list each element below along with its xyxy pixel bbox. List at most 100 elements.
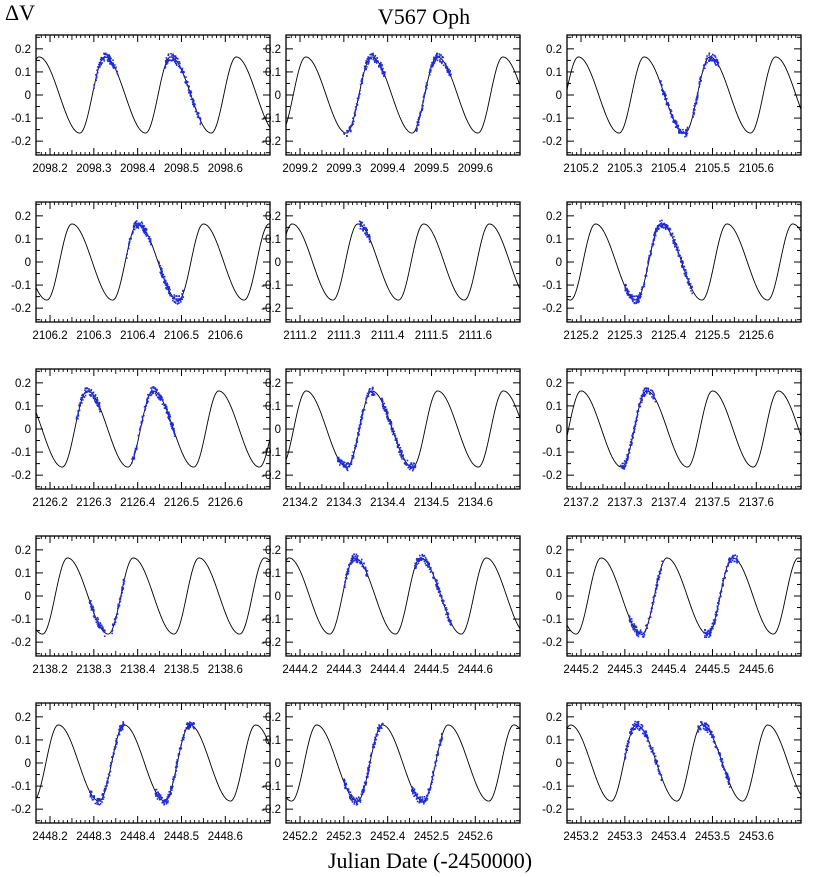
observation-point <box>430 566 432 569</box>
observation-point <box>93 616 96 619</box>
observation-point <box>390 421 392 423</box>
observation-point <box>435 58 437 60</box>
observation-point <box>407 466 410 469</box>
observation-point <box>78 409 81 412</box>
observation-point <box>343 466 346 468</box>
observation-point <box>121 586 124 588</box>
observation-point <box>166 408 169 411</box>
observation-point <box>368 388 371 390</box>
observation-point <box>116 70 119 73</box>
observation-point <box>624 283 627 286</box>
observation-point <box>194 110 197 113</box>
observation-point <box>345 577 348 580</box>
observation-point <box>692 116 694 118</box>
observation-point <box>367 773 369 776</box>
observation-point <box>628 449 630 452</box>
observation-point <box>181 67 184 70</box>
observation-point <box>362 785 365 788</box>
observation-point <box>449 75 452 77</box>
observation-point <box>356 556 358 559</box>
observation-point <box>142 414 145 417</box>
observation-point <box>431 781 433 784</box>
observation-point <box>79 404 82 407</box>
observation-point <box>629 731 631 733</box>
panel-frame <box>285 201 521 323</box>
observation-point <box>161 399 164 402</box>
observation-point <box>355 797 358 800</box>
observation-point <box>356 104 359 106</box>
observation-point <box>170 421 173 424</box>
observation-point <box>361 221 364 224</box>
observation-point <box>193 102 195 105</box>
observation-point <box>174 62 177 65</box>
observation-point <box>630 621 633 624</box>
observation-point <box>417 560 420 563</box>
observation-point <box>352 451 354 453</box>
observation-point <box>715 611 717 614</box>
observation-point <box>376 60 378 62</box>
observation-point <box>636 411 639 414</box>
observation-point <box>659 220 661 222</box>
observation-point <box>361 228 364 230</box>
observation-point <box>643 283 646 285</box>
y-tick-label: 0.1 <box>265 401 281 413</box>
observation-point <box>422 101 424 103</box>
observation-point <box>391 427 394 430</box>
observation-point <box>180 747 183 750</box>
observation-point <box>668 229 671 232</box>
observation-point <box>372 386 374 389</box>
observation-point <box>436 586 439 589</box>
observation-point <box>396 440 398 442</box>
observation-point <box>349 126 351 128</box>
observation-point <box>648 256 650 259</box>
observation-point <box>366 232 368 234</box>
observation-point <box>367 770 370 772</box>
x-tick-label: 2453.5 <box>695 831 730 843</box>
observation-point <box>382 72 384 75</box>
observation-point <box>108 55 111 57</box>
observation-point <box>365 775 368 778</box>
observation-point <box>175 762 178 765</box>
observation-point <box>171 789 173 792</box>
observation-point <box>627 289 629 292</box>
observation-point <box>374 736 376 739</box>
x-tick-label: 2445.3 <box>607 664 642 676</box>
observation-point <box>336 457 339 459</box>
observation-point <box>379 62 382 65</box>
observation-point <box>374 743 376 746</box>
observation-point <box>640 631 643 634</box>
observation-point <box>412 468 414 471</box>
observation-point <box>374 741 377 744</box>
observation-point <box>404 459 406 462</box>
observation-point <box>399 453 401 456</box>
observation-point <box>677 124 679 127</box>
observation-point <box>363 782 366 784</box>
observation-point <box>139 222 141 224</box>
observation-point <box>101 628 103 630</box>
observation-point <box>417 116 420 119</box>
observation-point <box>360 418 363 421</box>
observation-point <box>440 54 442 56</box>
observation-point <box>97 403 100 405</box>
observation-point <box>352 452 355 454</box>
observation-point <box>708 60 711 62</box>
observation-point <box>171 424 174 427</box>
observation-point <box>712 619 715 621</box>
observation-point <box>440 596 443 599</box>
observation-point <box>192 101 194 103</box>
observation-point <box>103 796 105 798</box>
x-tick-label: 2106.3 <box>76 330 111 342</box>
observation-point <box>159 398 162 400</box>
panel-frame <box>35 34 271 156</box>
observation-point <box>156 396 159 399</box>
observation-point <box>643 635 645 638</box>
observation-point <box>437 588 439 591</box>
observation-point <box>422 99 425 102</box>
observation-point <box>367 235 369 238</box>
observation-point <box>346 570 349 572</box>
observation-point <box>360 561 363 563</box>
observation-point <box>449 623 452 625</box>
observation-point <box>728 786 731 788</box>
observation-point <box>393 430 395 433</box>
observation-point <box>89 390 91 393</box>
